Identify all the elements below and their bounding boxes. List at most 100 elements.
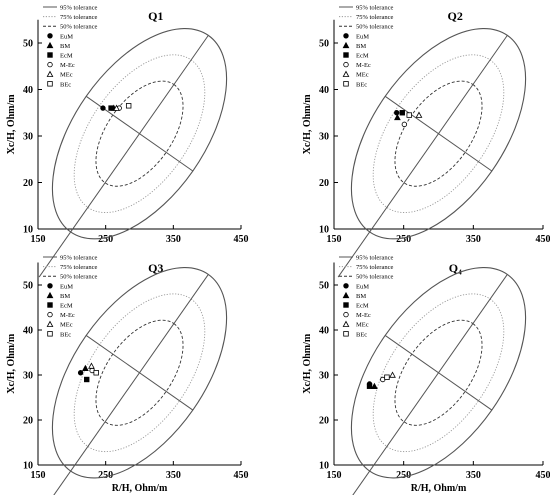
y-tick-label: 20 — [319, 178, 329, 189]
ellipse-minor-axis — [85, 335, 194, 411]
legend-marker-bm — [46, 41, 54, 49]
legend-label: M-Ec — [60, 62, 75, 69]
legend-label: M-Ec — [356, 62, 371, 69]
legend-marker-bec — [47, 331, 53, 337]
legend-label: 95% tolerance — [60, 5, 97, 12]
y-axis-title: Xc/H, Ohm/m — [302, 333, 313, 394]
legend-marker-ecm — [47, 302, 53, 308]
y-tick-label: 30 — [319, 132, 329, 143]
legend-label: 75% tolerance — [60, 14, 97, 21]
legend-marker-eum — [343, 33, 349, 39]
x-tick-label: 350 — [466, 470, 481, 481]
legend-marker-bm — [46, 291, 54, 299]
ellipse-minor-axis — [384, 95, 493, 172]
x-tick-label: 450 — [536, 234, 550, 245]
point-ecm — [84, 376, 90, 383]
chart-panel-3: 150 250 350 450 10 20 30 40 50 Xc/H, Ohm/m R/H, Oh… — [6, 255, 249, 495]
chart-panel-4: 150 250 350 450 10 20 30 40 50 Xc/H, Ohm/m R/H, Oh… — [302, 255, 550, 495]
legend-marker-bec — [343, 331, 349, 337]
y-tick-label: 30 — [23, 371, 33, 382]
point-ecm — [108, 105, 114, 111]
legend-label: EcM — [356, 53, 369, 60]
legend-marker-bec — [343, 81, 349, 87]
x-tick-label: 250 — [396, 234, 411, 245]
legend-label: 50% tolerance — [60, 24, 97, 31]
legend-label: BM — [60, 43, 70, 50]
point-mec — [113, 104, 120, 111]
y-tick-label: 40 — [319, 326, 329, 337]
y-tick-label: 50 — [319, 281, 329, 292]
y-tick-label: 10 — [23, 225, 33, 236]
legend-marker-mec — [46, 70, 54, 77]
legend-label: BM — [356, 293, 366, 300]
point-bec — [93, 370, 99, 376]
legend-marker-m-ec — [343, 61, 349, 68]
y-tick-label: 40 — [319, 85, 329, 96]
x-tick-label: 150 — [327, 470, 342, 481]
legend-label: 50% tolerance — [60, 274, 97, 281]
y-tick-label: 50 — [319, 39, 329, 50]
ellipse-axis-extension — [38, 231, 72, 278]
legend-label: BEc — [356, 331, 367, 338]
legend-label: MEc — [60, 72, 73, 79]
legend-label: MEc — [356, 322, 369, 329]
y-tick-label: 30 — [23, 132, 33, 143]
legend-marker-m-ec — [343, 311, 349, 318]
legend-marker-mec — [46, 320, 54, 327]
x-tick-label: 150 — [31, 234, 46, 245]
point-mec — [415, 111, 423, 118]
x-tick-label: 350 — [466, 234, 481, 245]
ellipse-axis-extension — [337, 231, 371, 278]
ellipse-minor-axis — [384, 335, 493, 411]
x-tick-label: 250 — [98, 234, 113, 245]
x-tick-label: 450 — [536, 470, 550, 481]
legend-label: 75% tolerance — [356, 14, 393, 21]
y-tick-label: 20 — [319, 416, 329, 427]
legend-label: MEc — [356, 72, 369, 79]
legend-label: EcM — [356, 303, 369, 310]
x-tick-label: 150 — [327, 234, 342, 245]
legend-label: EuM — [356, 33, 369, 40]
legend-label: 95% tolerance — [356, 5, 393, 12]
legend-label: M-Ec — [60, 312, 75, 319]
point-bm — [394, 113, 401, 121]
y-tick-label: 20 — [23, 416, 33, 427]
legend-marker-eum — [47, 283, 53, 289]
legend-label: M-Ec — [356, 312, 371, 319]
y-axis-title: Xc/H, Ohm/m — [302, 94, 313, 155]
x-tick-label: 150 — [31, 470, 46, 481]
legend-label: BM — [60, 293, 70, 300]
legend-label: EuM — [60, 33, 73, 40]
point-ecm — [399, 110, 405, 116]
point-bec — [125, 103, 132, 109]
legend-label: 95% tolerance — [356, 255, 393, 262]
x-axis-title: R/H, Ohm/m — [411, 483, 467, 494]
y-tick-label: 40 — [23, 85, 33, 96]
legend-marker-m-ec — [47, 61, 53, 68]
legend-label: 50% tolerance — [356, 274, 393, 281]
point-eum — [394, 110, 400, 116]
point-eum — [100, 105, 106, 111]
legend-label: EcM — [60, 303, 73, 310]
legend-label: EcM — [60, 53, 73, 60]
x-tick-label: 250 — [98, 470, 113, 481]
x-axis-title: R/H, Ohm/m — [112, 483, 168, 494]
legend-label: 95% tolerance — [60, 255, 97, 262]
y-tick-label: 10 — [319, 461, 329, 472]
point-bm — [371, 382, 378, 389]
legend-marker-eum — [343, 283, 349, 289]
point-ecm — [366, 383, 373, 389]
legend-label: BEc — [60, 81, 71, 88]
legend-label: 75% tolerance — [60, 264, 97, 271]
legend-label: BM — [356, 43, 366, 50]
point-eum — [77, 370, 84, 376]
y-tick-label: 40 — [23, 326, 33, 337]
legend-label: BEc — [60, 331, 71, 338]
legend-label: MEc — [60, 322, 73, 329]
chart-title: Q3 — [148, 261, 163, 275]
legend-label: EuM — [356, 283, 369, 290]
legend-label: 50% tolerance — [356, 24, 393, 31]
y-axis-title: Xc/H, Ohm/m — [6, 94, 17, 155]
chart-title: Q1 — [148, 9, 163, 23]
x-tick-label: 450 — [234, 470, 249, 481]
